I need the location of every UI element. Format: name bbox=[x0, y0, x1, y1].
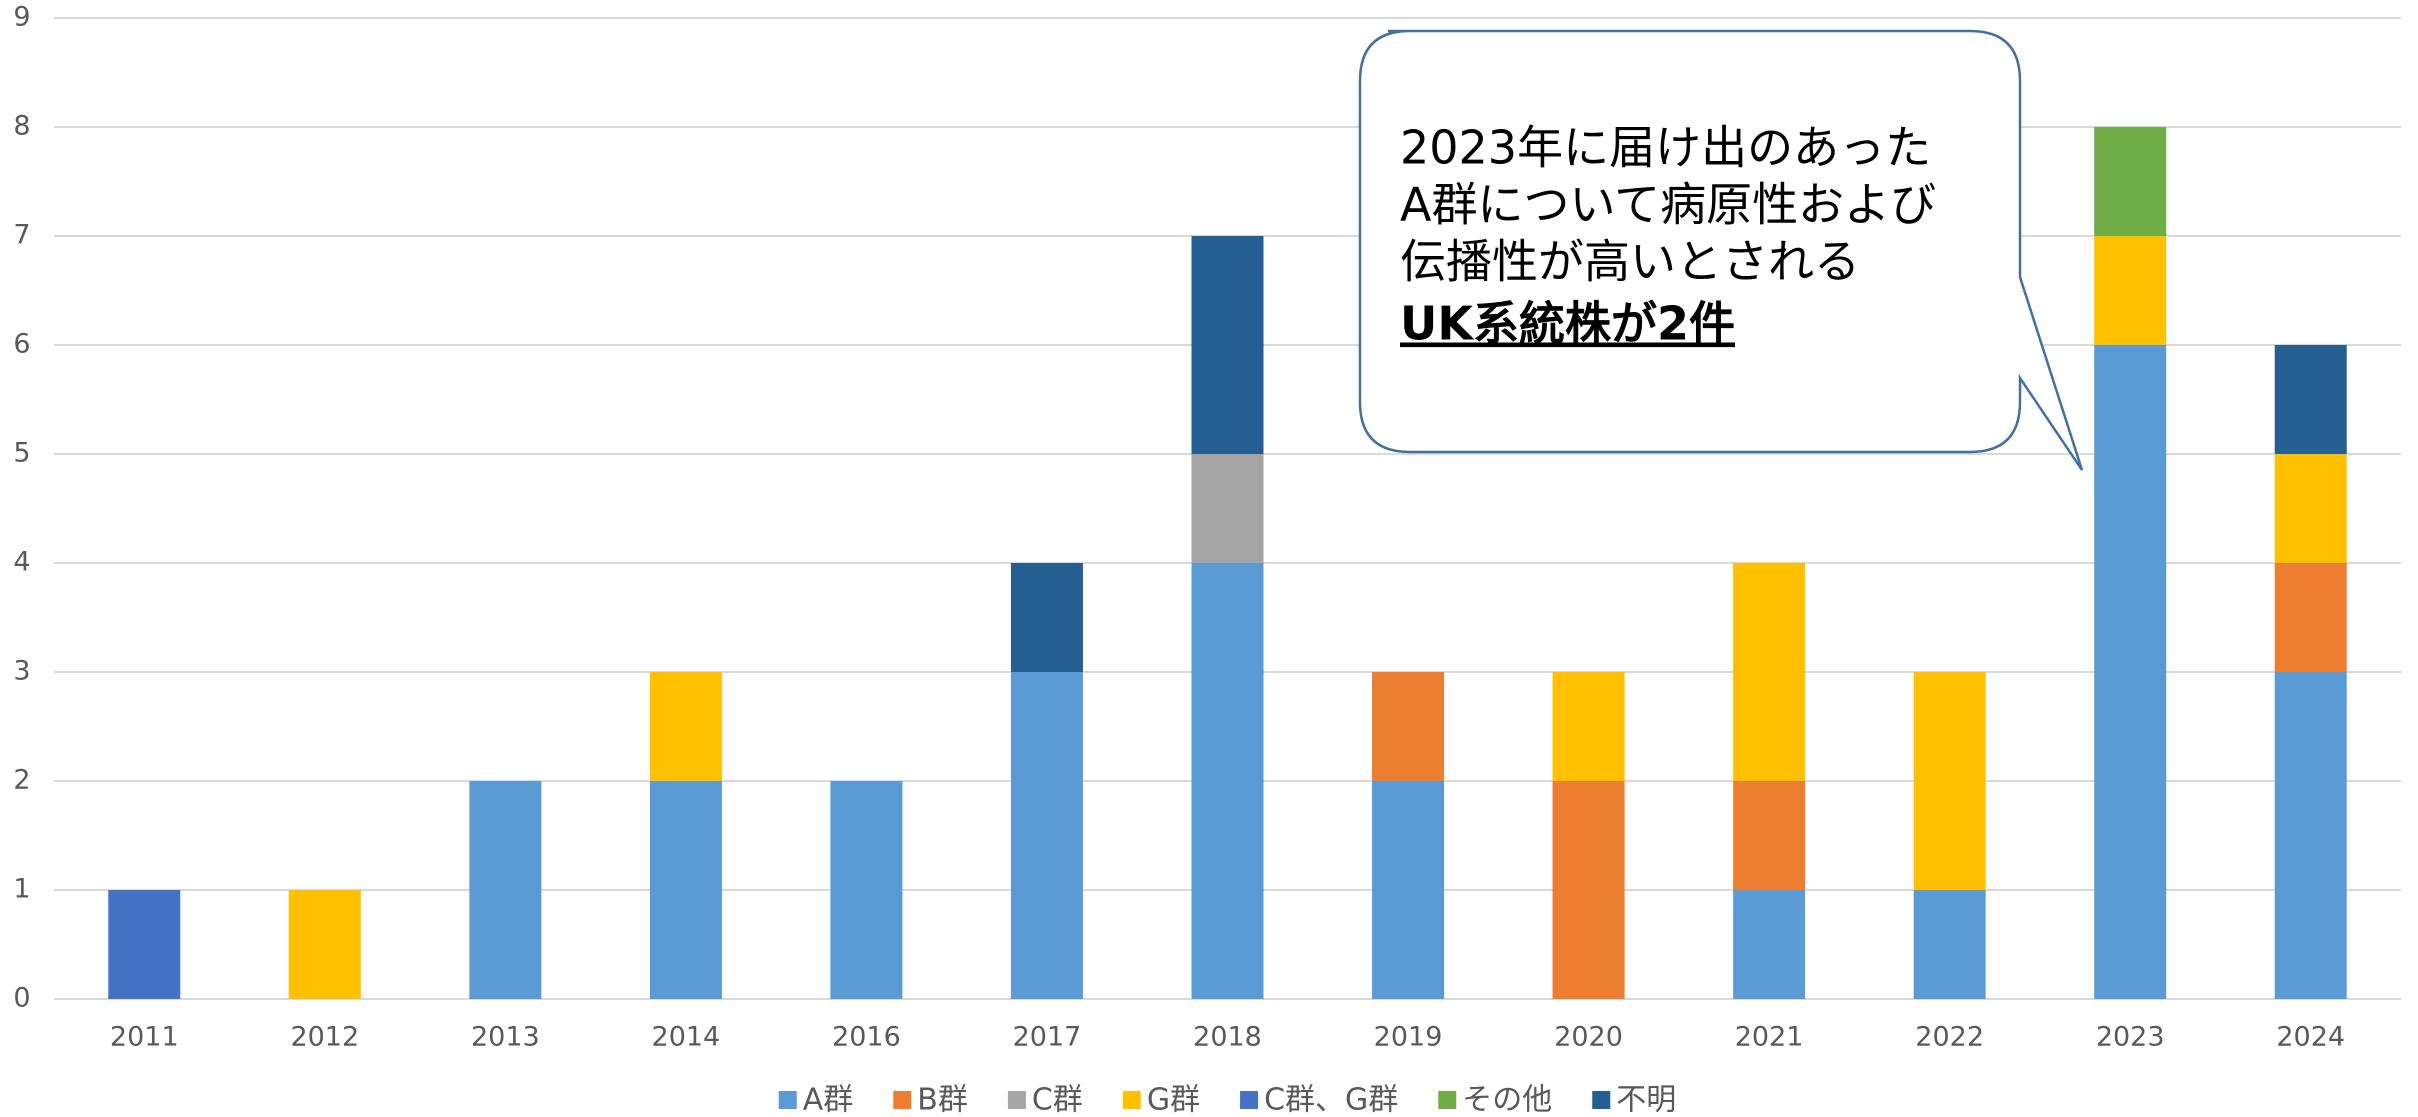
y-tick-label: 8 bbox=[13, 111, 30, 142]
y-tick-label: 4 bbox=[13, 547, 30, 578]
y-tick-label: 0 bbox=[13, 983, 30, 1014]
y-tick-label: 9 bbox=[13, 2, 30, 33]
annotation-line: 2023年に届け出のあった bbox=[1400, 121, 1931, 175]
bar-segment bbox=[2274, 454, 2347, 563]
legend-swatch bbox=[893, 1091, 912, 1109]
legend-swatch bbox=[778, 1091, 797, 1109]
legend-label: C群 bbox=[1032, 1083, 1083, 1117]
bar-segment bbox=[108, 890, 181, 999]
annotation-line: A群について病原性および bbox=[1400, 178, 1936, 232]
annotation-line: UK系統株が2件 bbox=[1400, 297, 1735, 351]
bar-segment bbox=[288, 890, 361, 999]
x-tick-label: 2023 bbox=[2096, 1022, 2165, 1053]
legend-label: その他 bbox=[1462, 1083, 1552, 1117]
legend-label: B群 bbox=[917, 1083, 968, 1117]
bar-segment bbox=[1010, 563, 1083, 672]
annotation-line: 伝播性が高いとされる bbox=[1400, 235, 1860, 289]
bar-segment bbox=[1913, 890, 1986, 999]
y-tick-label: 7 bbox=[13, 220, 30, 251]
x-tick-label: 2022 bbox=[1915, 1022, 1984, 1053]
bar-segment bbox=[1913, 672, 1986, 890]
x-tick-label: 2016 bbox=[832, 1022, 901, 1053]
bar-segment bbox=[2274, 672, 2347, 999]
x-tick-label: 2024 bbox=[2276, 1022, 2345, 1053]
y-tick-label: 6 bbox=[13, 329, 30, 360]
bar-segment bbox=[2274, 563, 2347, 672]
legend-swatch bbox=[1007, 1091, 1026, 1109]
bar-segment bbox=[2274, 345, 2347, 454]
bar-segment bbox=[469, 781, 542, 999]
legend-swatch bbox=[1438, 1091, 1457, 1109]
bar-segment bbox=[2094, 345, 2167, 999]
legend-label: A群 bbox=[803, 1083, 854, 1117]
x-tick-label: 2014 bbox=[652, 1022, 721, 1053]
y-tick-label: 3 bbox=[13, 656, 30, 687]
bar-segment bbox=[2094, 127, 2167, 236]
y-tick-label: 1 bbox=[13, 874, 30, 905]
bar-segment bbox=[830, 781, 903, 999]
x-tick-label: 2017 bbox=[1013, 1022, 1082, 1053]
bar-segment bbox=[1191, 454, 1264, 563]
x-tick-label: 2011 bbox=[110, 1022, 179, 1053]
x-tick-label: 2019 bbox=[1374, 1022, 1443, 1053]
bar-segment bbox=[1733, 890, 1806, 999]
legend-swatch bbox=[1240, 1091, 1259, 1109]
bar-segment bbox=[2094, 236, 2167, 345]
legend-label: C群、G群 bbox=[1264, 1083, 1398, 1117]
y-tick-label: 2 bbox=[13, 765, 30, 796]
bar-segment bbox=[1552, 781, 1625, 999]
legend-swatch bbox=[1122, 1091, 1141, 1109]
bar-segment bbox=[1372, 672, 1445, 781]
x-tick-label: 2021 bbox=[1735, 1022, 1804, 1053]
bar-segment bbox=[1552, 672, 1625, 781]
bar-segment bbox=[1372, 781, 1445, 999]
legend-swatch bbox=[1592, 1091, 1611, 1109]
legend-label: 不明 bbox=[1616, 1083, 1676, 1117]
legend-label: G群 bbox=[1147, 1083, 1200, 1117]
y-tick-label: 5 bbox=[13, 438, 30, 469]
bar-segment bbox=[649, 672, 722, 781]
callout bbox=[1358, 29, 2084, 471]
bar-segment bbox=[649, 781, 722, 999]
bar-segment bbox=[1191, 563, 1264, 999]
x-tick-label: 2018 bbox=[1193, 1022, 1262, 1053]
x-tick-label: 2012 bbox=[290, 1022, 359, 1053]
x-tick-label: 2013 bbox=[471, 1022, 540, 1053]
bar-segment bbox=[1733, 563, 1806, 781]
bar-segment bbox=[1191, 236, 1264, 454]
x-tick-label: 2020 bbox=[1554, 1022, 1623, 1053]
bar-segment bbox=[1733, 781, 1806, 890]
bar-segment bbox=[1010, 672, 1083, 999]
